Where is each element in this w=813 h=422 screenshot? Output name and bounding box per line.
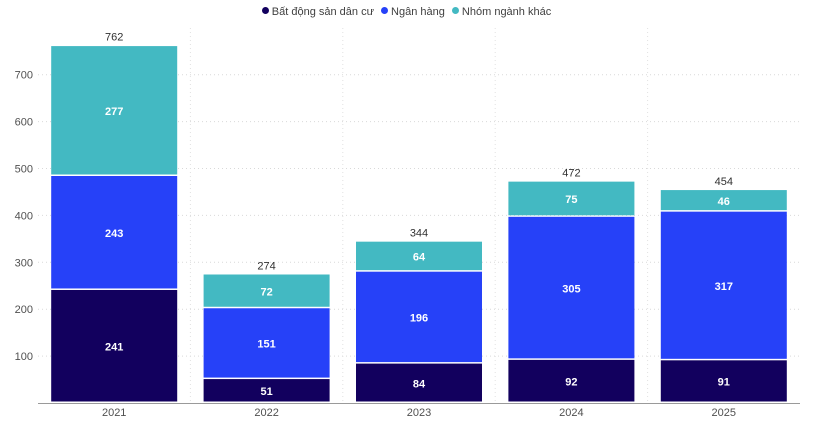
legend-label-residential: Bất động sản dân cư	[271, 6, 374, 18]
bar-segment	[356, 363, 482, 402]
bar-segment	[51, 46, 178, 175]
legend-item-other-sectors[interactable]: Nhóm ngành khác	[451, 6, 552, 18]
bar-segment	[356, 241, 482, 271]
x-tick-label: 2023	[407, 407, 431, 419]
bar-segment	[51, 289, 178, 402]
legend-marker-residential	[261, 7, 269, 14]
x-tick-label: 2022	[254, 407, 278, 419]
bar-segment	[508, 359, 635, 402]
bar-segment	[660, 190, 787, 211]
bar-segment	[356, 271, 482, 363]
data-label: 241	[105, 341, 123, 353]
bar-segment	[203, 274, 330, 307]
total-label: 454	[715, 176, 733, 188]
data-label: 243	[105, 228, 123, 240]
data-label: 91	[718, 377, 730, 389]
data-label: 151	[257, 339, 275, 351]
data-label: 75	[565, 194, 577, 206]
total-label: 762	[105, 32, 123, 44]
y-tick-label: 700	[15, 70, 33, 82]
data-label: 317	[715, 281, 733, 293]
data-label: 196	[410, 313, 428, 325]
legend-marker-other	[451, 7, 459, 14]
data-label: 64	[413, 252, 426, 264]
legend-label-other: Nhóm ngành khác	[461, 6, 552, 18]
y-tick-label: 500	[15, 164, 33, 176]
data-label: 51	[260, 386, 272, 398]
bar-segment	[660, 211, 787, 359]
legend-item-banks[interactable]: Ngân hàng	[381, 6, 445, 18]
bar-segment	[508, 181, 635, 216]
y-tick-label: 400	[15, 210, 33, 222]
total-label: 274	[257, 260, 275, 272]
data-label: 277	[105, 106, 123, 118]
y-tick-label: 200	[15, 304, 33, 316]
data-label: 84	[413, 378, 426, 390]
y-tick-label: 100	[15, 351, 33, 363]
y-tick-label: 600	[15, 117, 33, 129]
x-tick-label: 2024	[559, 407, 583, 419]
data-label: 72	[260, 286, 272, 298]
chart-legend: Bất động sản dân cư Ngân hàng Nhóm ngành…	[0, 6, 813, 18]
bar-segment	[660, 360, 787, 402]
bar-segment	[51, 176, 178, 289]
x-tick-label: 2021	[102, 407, 126, 419]
bar-segment	[508, 216, 635, 359]
legend-item-residential-real-estate[interactable]: Bất động sản dân cư	[261, 6, 374, 18]
bar-segment	[203, 308, 330, 378]
x-tick-label: 2025	[712, 407, 736, 419]
data-label: 46	[718, 196, 730, 208]
total-label: 344	[410, 228, 428, 240]
legend-label-banks: Ngân hàng	[391, 6, 445, 18]
bar-segment	[203, 379, 330, 402]
legend-marker-banks	[381, 7, 389, 14]
total-label: 472	[562, 168, 580, 180]
data-label: 92	[565, 376, 577, 388]
data-label: 305	[562, 283, 580, 295]
y-tick-label: 300	[15, 257, 33, 269]
